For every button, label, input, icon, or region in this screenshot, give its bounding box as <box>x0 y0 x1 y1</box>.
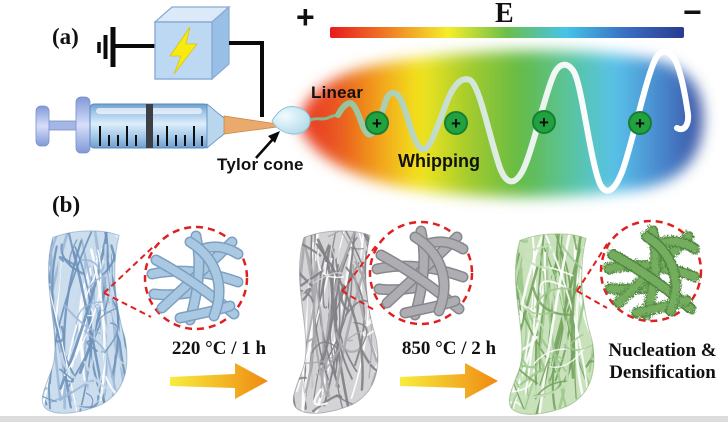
taylor-cone-label: Tylor cone <box>217 155 304 174</box>
fiber-closeup-green <box>601 223 699 319</box>
whipping-label: Whipping <box>398 151 480 171</box>
magnifier-callout-lines <box>103 240 610 318</box>
lightning-icon <box>169 26 198 75</box>
heat-arrow-2 <box>400 363 498 399</box>
charge-icon: + <box>365 111 389 135</box>
panel-a-label: (a) <box>52 24 79 49</box>
linear-label: Linear <box>311 83 364 102</box>
fiber-closeup-blue <box>146 230 244 326</box>
heat-arrow-1 <box>170 363 268 399</box>
electric-field-bar <box>330 27 684 38</box>
charge-icon: + <box>444 111 468 135</box>
charge-icon: + <box>532 110 556 134</box>
final-step-label-line1: Nucleation & <box>608 340 717 361</box>
field-gradient-blob <box>299 50 704 197</box>
high-voltage-supply-icon <box>153 5 264 117</box>
charge-icon: + <box>628 111 652 135</box>
syringe-graduations <box>99 126 203 146</box>
needle-icon <box>223 115 278 135</box>
minus-terminal-label: − <box>683 0 702 30</box>
final-step-label: Nucleation & Densification <box>597 340 728 384</box>
syringe-icon <box>35 96 278 154</box>
step2-label: 850 °C / 2 h <box>401 338 497 359</box>
whipping-jet-path <box>335 48 692 194</box>
bottom-border <box>0 416 728 422</box>
field-label: E <box>495 0 514 29</box>
ground-icon <box>97 27 156 67</box>
final-step-label-line2: Densification <box>609 362 716 383</box>
taylor-cone-arrow <box>255 131 280 159</box>
fiber-closeup-gray <box>371 225 469 321</box>
plus-terminal-label: + <box>296 0 315 35</box>
nanofiber-mat-as-spun <box>41 230 128 414</box>
panel-b-label: (b) <box>52 192 81 217</box>
taylor-cone-droplet <box>271 106 311 135</box>
step1-label: 220 °C / 1 h <box>171 338 267 359</box>
